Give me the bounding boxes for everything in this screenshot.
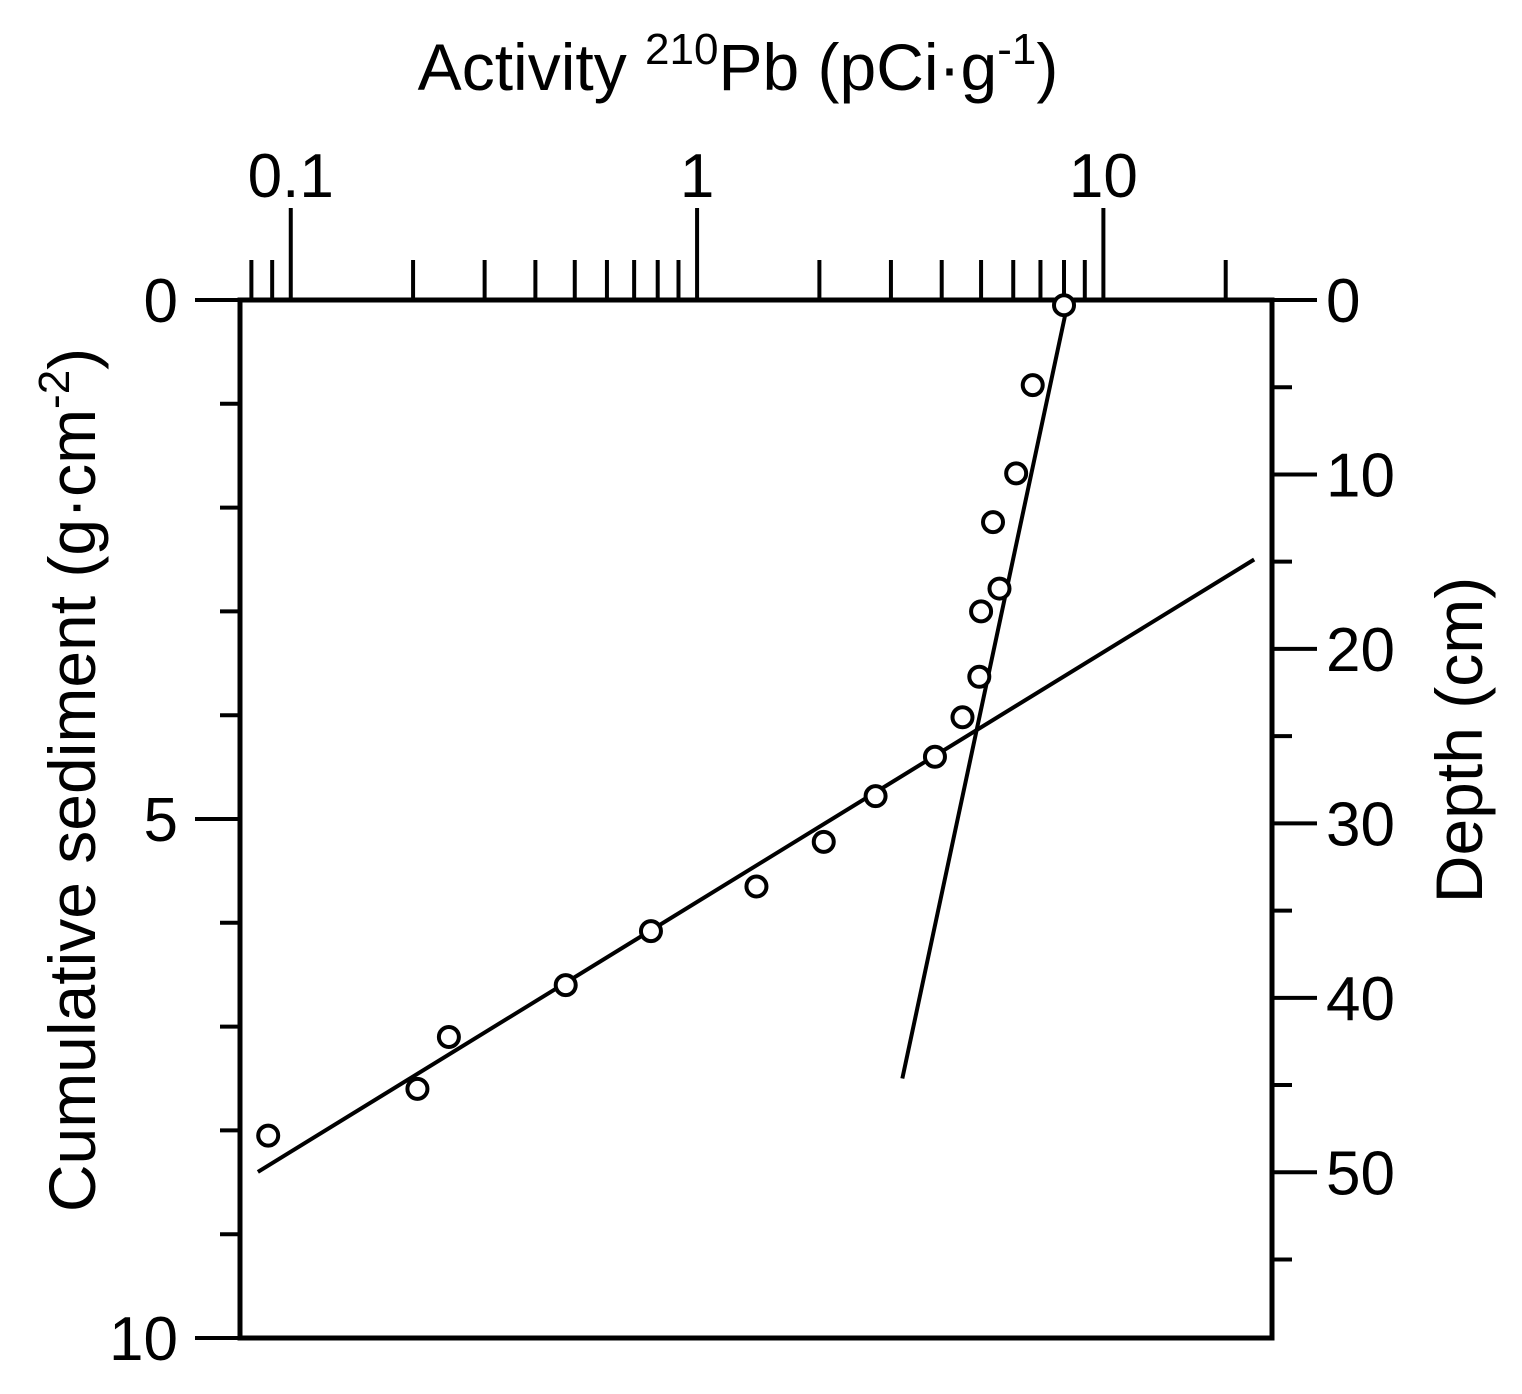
top-tick-label: 1: [680, 142, 714, 211]
data-point: [987, 576, 1012, 601]
data-point: [744, 874, 769, 899]
data-point: [1052, 293, 1077, 318]
right-axis-title: Depth (cm): [1422, 577, 1496, 903]
data-point: [981, 510, 1006, 535]
data-point: [863, 784, 888, 809]
fit-lines: [256, 299, 1256, 1174]
right-tick-label: 50: [1326, 1139, 1395, 1208]
fit-line-upper: [900, 299, 1071, 1079]
data-point: [1020, 373, 1045, 398]
right-tick-label: 0: [1326, 267, 1360, 336]
right-tick-label: 30: [1326, 790, 1395, 859]
data-point: [969, 599, 994, 624]
top-axis-ticks: 0.1 1 10: [248, 142, 1228, 300]
left-tick-label: 5: [144, 786, 178, 855]
top-tick-label: 0.1: [248, 142, 334, 211]
data-point: [1004, 461, 1029, 486]
data-point: [950, 705, 975, 730]
plot-frame: [237, 297, 1275, 1341]
x-axis-title: Activity 210Pb (pCi·g-1): [418, 25, 1059, 104]
data-point: [436, 1024, 461, 1049]
data-point: [922, 744, 947, 769]
fit-line-lower: [256, 557, 1256, 1174]
left-axis-title: Cumulative sediment (g·cm-2): [30, 348, 109, 1212]
plot-border: [237, 297, 1275, 1341]
data-point: [405, 1076, 430, 1101]
right-tick-label: 20: [1326, 616, 1395, 685]
right-tick-label: 40: [1326, 965, 1395, 1034]
data-points: [256, 293, 1077, 1148]
left-axis-ticks: 0 5 10: [109, 267, 240, 1374]
right-tick-label: 10: [1326, 441, 1395, 510]
right-axis-ticks: 0 10 20 30 40 50: [1272, 267, 1395, 1262]
left-tick-label: 10: [109, 1305, 178, 1374]
data-point: [256, 1123, 281, 1148]
data-point: [638, 919, 663, 944]
top-tick-label: 10: [1069, 142, 1138, 211]
data-point: [553, 973, 578, 998]
left-tick-label: 0: [144, 267, 178, 336]
data-point: [967, 664, 992, 689]
data-point: [811, 829, 836, 854]
